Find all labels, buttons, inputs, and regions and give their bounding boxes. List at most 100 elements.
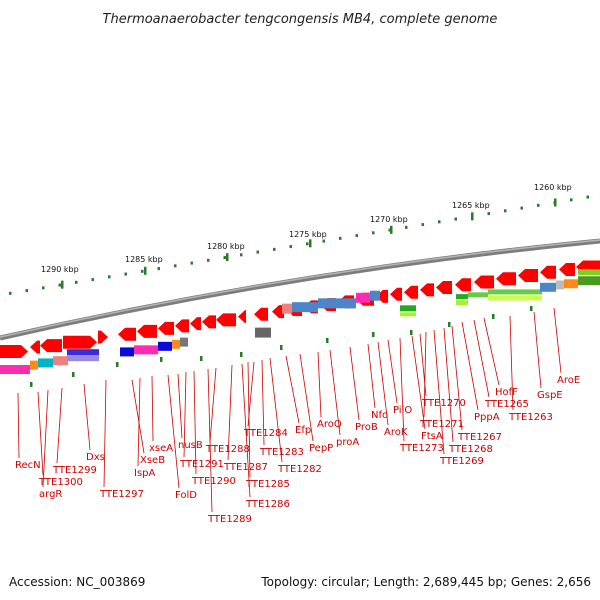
label-leader-line xyxy=(285,355,300,424)
feature-block xyxy=(134,345,158,355)
gene-label: TTE1291 xyxy=(179,459,224,470)
label-leader-line xyxy=(387,339,398,404)
scale-label: 1270 kbp xyxy=(370,215,408,224)
label-leader-line xyxy=(553,307,562,374)
scale-label: 1260 kbp xyxy=(534,183,572,192)
gene-label: XseB xyxy=(140,455,165,466)
feature-tick xyxy=(448,322,451,327)
gene-arrow xyxy=(254,307,268,321)
gene-label: TTE1267 xyxy=(457,432,502,443)
label-leader-line xyxy=(131,379,145,454)
feature-block xyxy=(67,349,99,356)
gene-label: AroK xyxy=(384,427,408,438)
gene-label: TTE1270 xyxy=(421,398,466,409)
gene-label: TTE1263 xyxy=(508,412,553,423)
gene-label: PilO xyxy=(393,405,412,416)
gene-label: Efp xyxy=(295,425,311,436)
label-leader-line xyxy=(473,319,490,398)
accession-text: Accession: NC_003869 xyxy=(9,575,145,589)
scale-label: 1290 kbp xyxy=(41,265,79,274)
label-leader-line xyxy=(367,343,376,409)
gene-label: TTE1290 xyxy=(191,476,236,487)
genome-backbone-highlight xyxy=(0,239,600,338)
label-leader-line xyxy=(423,331,427,418)
gene-arrow xyxy=(40,339,62,353)
feature-block xyxy=(172,339,180,349)
feature-block xyxy=(556,280,564,290)
label-leader-line xyxy=(509,315,514,411)
gene-label: TTE1269 xyxy=(439,456,484,467)
label-leader-line xyxy=(177,373,183,439)
gene-label: proA xyxy=(336,437,359,448)
gene-arrow xyxy=(518,269,538,283)
label-leader-line xyxy=(269,357,283,463)
feature-block xyxy=(356,292,370,303)
feature-block xyxy=(578,276,600,286)
genome-backbone xyxy=(0,238,600,341)
feature-block xyxy=(578,269,600,276)
gene-arrow xyxy=(98,330,108,344)
label-leader-line xyxy=(17,392,20,459)
gene-label: TTE1289 xyxy=(207,514,252,525)
label-leader-line xyxy=(227,364,233,461)
feature-block xyxy=(456,294,468,300)
feature-tick xyxy=(492,314,495,319)
feature-tick xyxy=(410,330,413,335)
feature-tick xyxy=(160,357,163,362)
label-leader-line xyxy=(451,325,463,431)
gene-label: TTE1288 xyxy=(205,444,250,455)
gene-label: argR xyxy=(39,489,62,500)
feature-block xyxy=(540,282,556,292)
gene-label: Dxs xyxy=(86,452,105,463)
label-leader-line xyxy=(377,341,389,426)
gene-label: FolD xyxy=(175,490,197,501)
gene-label: TTE1297 xyxy=(99,489,144,500)
gene-arrow xyxy=(137,324,157,338)
gene-arrow xyxy=(474,275,494,289)
label-leader-line xyxy=(261,359,265,446)
gene-arrow xyxy=(202,315,216,329)
feature-block xyxy=(370,290,380,301)
gene-label: PppA xyxy=(474,412,500,423)
gene-label: nusB xyxy=(178,440,203,451)
gene-label: TTE1271 xyxy=(419,419,464,430)
label-leader-line xyxy=(399,337,405,442)
gene-arrow xyxy=(190,317,201,331)
feature-tick xyxy=(200,356,203,361)
feature-block xyxy=(180,337,188,347)
gene-label: Nfo xyxy=(371,410,388,421)
scale-labels: 1290 kbp 1285 kbp 1280 kbp 1275 kbp 1270 kbp… xyxy=(41,183,572,274)
label-leader-line xyxy=(151,375,154,442)
map-title: Thermoanaerobacter tengcongensis MB4, co… xyxy=(103,12,498,27)
genome-summary: Topology: circular; Length: 2,689,445 bp… xyxy=(260,575,591,589)
gene-arrow xyxy=(540,265,556,279)
gene-label: TTE1283 xyxy=(259,447,304,458)
gene-label: IspA xyxy=(134,468,156,479)
scale-label: 1285 kbp xyxy=(125,255,163,264)
gene-label: TTE1268 xyxy=(448,444,493,455)
gene-arrow xyxy=(436,281,452,295)
gene-label: AroQ xyxy=(317,419,342,430)
label-leader-line xyxy=(42,389,49,488)
label-leader-line xyxy=(167,374,180,489)
feature-tick xyxy=(116,362,119,367)
gene-arrow xyxy=(216,313,236,327)
gene-label: AroE xyxy=(557,375,580,386)
gene-label: TTE1300 xyxy=(38,477,83,488)
feature-block xyxy=(488,295,542,301)
gene-arrow xyxy=(238,310,246,324)
feature-tick xyxy=(30,382,33,387)
scale-label: 1280 kbp xyxy=(207,242,245,251)
gene-label: TTE1265 xyxy=(484,399,529,410)
label-leader-line xyxy=(411,335,426,430)
label-leader-line xyxy=(83,383,91,451)
gene-label: TTE1287 xyxy=(223,462,268,473)
label-leader-line xyxy=(247,361,255,427)
label-leader-line xyxy=(37,391,44,476)
label-leader-line xyxy=(299,353,314,442)
feature-block xyxy=(255,327,271,338)
gene-label: FtsA xyxy=(421,431,443,442)
gene-arrow xyxy=(420,283,434,297)
label-leader-line xyxy=(183,371,187,458)
